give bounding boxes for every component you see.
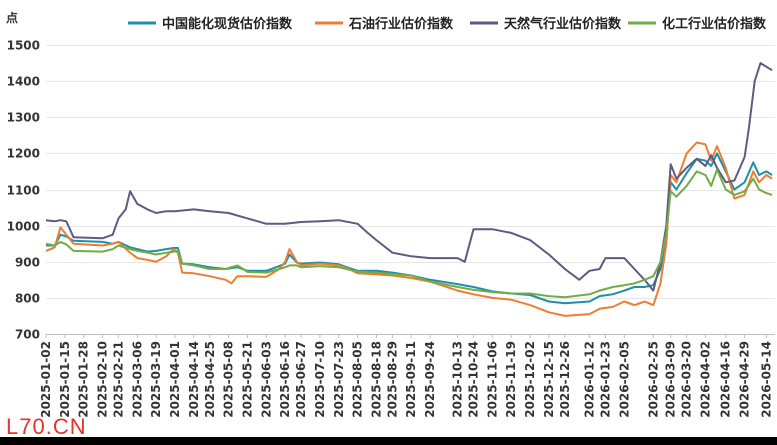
series-line-3 <box>45 62 773 292</box>
y-tick-label: 900 <box>15 256 40 270</box>
x-tick-label: 2025-08-18 <box>369 341 383 418</box>
series-line-4 <box>45 168 773 299</box>
x-tick-label: 2025-04-01 <box>168 341 182 418</box>
x-tick-label: 2025-12-26 <box>558 341 572 418</box>
x-tick-label: 2025-10-24 <box>467 341 481 418</box>
x-tick-label: 2026-02-05 <box>617 341 631 418</box>
y-axis-ticks: 700 800 900 1000 1100 1200 1300 1400 1500 <box>7 39 40 342</box>
x-tick-label: 2025-01-28 <box>77 341 91 418</box>
y-tick-label: 800 <box>15 292 40 306</box>
x-tick-label: 2026-01-12 <box>582 341 596 418</box>
legend: 中国能化现货估价指数 石油行业估价指数 天然气行业估价指数 化工行业估价指数 <box>128 16 767 32</box>
x-tick-label: 2025-06-27 <box>294 341 308 418</box>
watermark-text: L70.CN <box>6 414 87 439</box>
x-tick-label: 2025-09-11 <box>404 341 418 418</box>
x-tick-label: 2025-08-29 <box>385 341 399 418</box>
x-tick-label: 2025-01-02 <box>39 341 53 418</box>
legend-label-1: 中国能化现货估价指数 <box>162 16 293 32</box>
x-tick-label: 2025-09-24 <box>423 341 437 418</box>
x-tick-label: 2025-12-02 <box>523 341 537 418</box>
legend-label-2: 石油行业估价指数 <box>348 16 454 32</box>
x-tick-label: 2025-06-16 <box>278 341 292 418</box>
x-tick-label: 2026-04-16 <box>719 341 733 418</box>
x-tick-label: 2025-05-08 <box>222 341 236 418</box>
y-axis-unit-label: 点 <box>6 10 18 25</box>
x-tick-label: 2026-03-20 <box>680 341 694 418</box>
series-lines <box>45 62 773 317</box>
x-tick-label: 2025-10-13 <box>451 341 465 418</box>
x-tick-label: 2025-04-14 <box>187 341 201 418</box>
x-tick-label: 2025-12-15 <box>542 341 556 418</box>
x-tick-label: 2025-07-23 <box>332 341 346 418</box>
series-line-2 <box>45 141 773 317</box>
y-tick-label: 1400 <box>7 75 40 89</box>
gridlines <box>46 45 775 299</box>
x-tick-label: 2025-11-06 <box>485 341 499 418</box>
legend-label-3: 天然气行业估价指数 <box>504 16 622 32</box>
x-tick-label: 2026-04-29 <box>738 341 752 418</box>
x-tick-label: 2025-02-21 <box>111 341 125 418</box>
x-tick-label: 2026-03-09 <box>664 341 678 418</box>
x-tick-label: 2025-02-10 <box>96 341 110 418</box>
x-tick-label: 2025-04-25 <box>203 341 217 418</box>
x-tick-label: 2025-08-05 <box>351 341 365 418</box>
x-tick-label: 2026-05-14 <box>759 341 773 418</box>
y-tick-label: 1200 <box>7 147 40 161</box>
x-tick-label: 2025-03-06 <box>130 341 144 418</box>
x-tick-label: 2026-02-25 <box>646 341 660 418</box>
y-tick-label: 1500 <box>7 39 40 53</box>
x-tick-label: 2025-06-03 <box>259 341 273 418</box>
x-tick-label: 2025-05-21 <box>240 341 254 418</box>
x-tick-label: 2025-11-19 <box>504 341 518 418</box>
y-tick-label: 1000 <box>7 220 40 234</box>
y-tick-label: 1100 <box>7 184 40 198</box>
x-tick-label: 2026-04-02 <box>698 341 712 418</box>
y-tick-label: 700 <box>15 328 40 342</box>
bottom-border-bar <box>0 437 777 445</box>
y-tick-label: 1300 <box>7 111 40 125</box>
legend-label-4: 化工行业估价指数 <box>662 16 767 32</box>
x-tick-label: 2026-01-23 <box>598 341 612 418</box>
x-axis-ticks: 2025-01-02 2025-01-15 2025-01-28 2025-02-10… <box>39 334 773 418</box>
x-tick-label: 2025-03-19 <box>149 341 163 418</box>
x-tick-label: 2025-01-15 <box>58 341 72 418</box>
x-tick-label: 2025-07-10 <box>313 341 327 418</box>
series-line-1 <box>46 152 773 305</box>
